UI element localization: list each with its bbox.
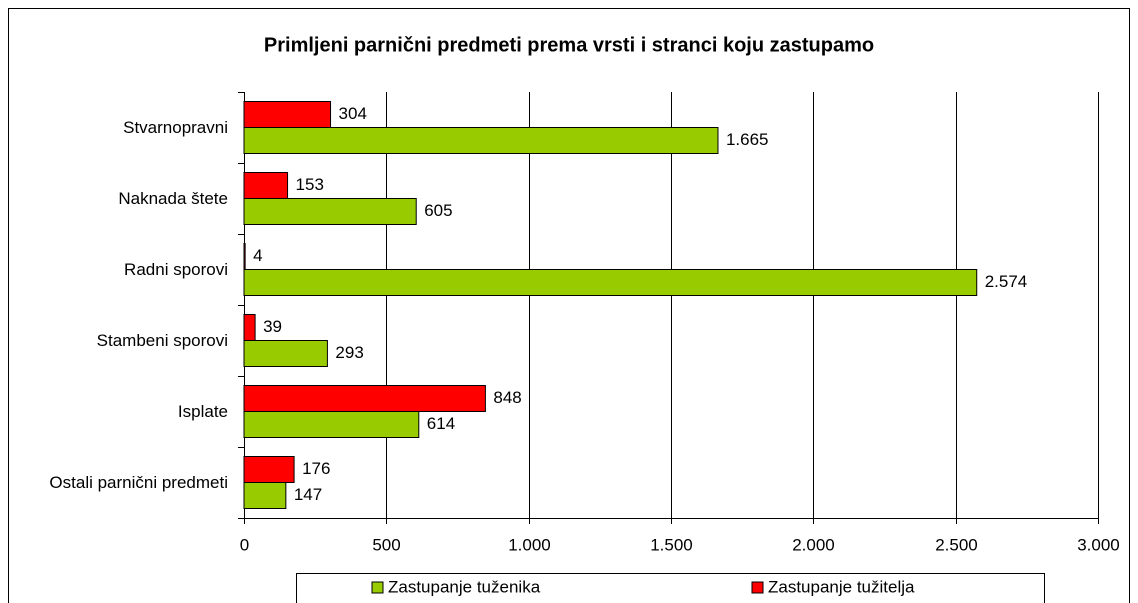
legend-label: Zastupanje tužitelja [768,577,915,596]
value-label: 176 [302,459,330,478]
value-label: 153 [296,175,324,194]
x-tick-label: 2.500 [935,535,978,554]
x-tick-label: 500 [372,535,400,554]
bar [243,172,289,199]
bar [243,482,287,509]
legend-swatch [371,581,384,594]
y-tick-label: Radni sporovi [124,259,228,279]
y-tick-label: Stambeni sporovi [96,330,228,350]
bar [243,269,978,296]
value-label: 605 [424,201,452,220]
y-tick-label: Ostali parnični predmeti [49,472,228,492]
value-label: 39 [263,317,282,336]
bar [243,198,417,225]
x-tick-label: 1.500 [650,535,693,554]
bar [243,385,486,412]
value-label: 147 [294,485,322,504]
x-tick-label: 1.000 [508,535,551,554]
chart-border [8,8,1130,603]
x-tick-label: 0 [240,535,249,554]
value-label: 293 [335,343,363,362]
value-label: 848 [493,388,521,407]
bar [243,411,420,438]
y-tick-label: Naknada štete [118,188,228,208]
x-tick-label: 2.000 [792,535,835,554]
bar [243,243,246,270]
bar [243,314,256,341]
bar [243,340,328,367]
legend-label: Zastupanje tuženika [388,577,541,596]
bar [243,456,295,483]
bar [243,127,719,154]
value-label: 1.665 [726,130,769,149]
legend-box [296,573,1045,603]
y-tick-label: Stvarnopravni [123,117,228,137]
x-tick-label: 3.000 [1077,535,1120,554]
value-label: 4 [253,246,262,265]
value-label: 2.574 [985,272,1028,291]
value-label: 304 [339,104,367,123]
chart-title: Primljeni parnični predmeti prema vrsti … [264,34,874,56]
bar [243,101,332,128]
legend-swatch [751,581,764,594]
value-label: 614 [427,414,455,433]
y-tick-label: Isplate [177,401,228,421]
